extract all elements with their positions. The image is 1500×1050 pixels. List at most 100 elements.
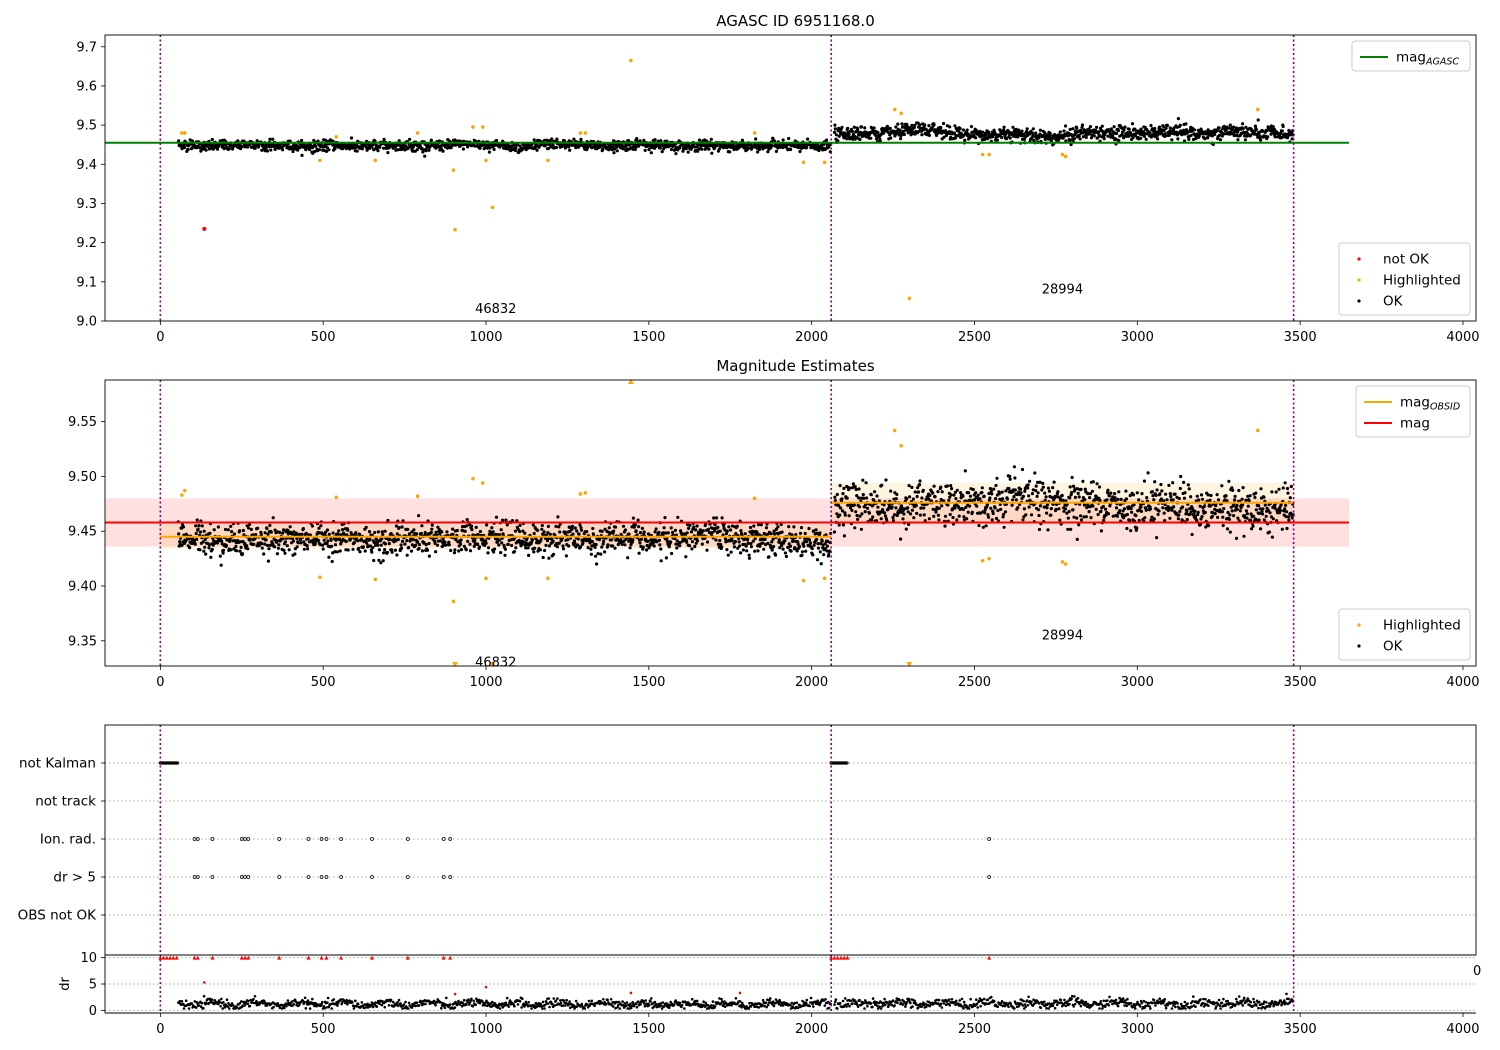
data-point-ok (602, 539, 606, 543)
data-point-ok (322, 538, 326, 542)
data-point-highlighted (892, 428, 897, 433)
data-point-ok (210, 137, 214, 142)
data-point-ok (1228, 123, 1232, 127)
data-point-ok (403, 542, 407, 546)
data-point-ok (266, 559, 270, 563)
data-point-highlighted (1256, 107, 1260, 112)
data-point-ok (434, 530, 438, 535)
data-point-ok (490, 526, 494, 530)
data-point-ok (1113, 492, 1117, 496)
data-point-ok (621, 524, 626, 528)
data-point-highlighted (1063, 562, 1068, 566)
data-point-ok (195, 537, 199, 542)
data-point-ok (774, 149, 779, 153)
data-point-highlighted (987, 556, 991, 561)
data-point-ok (394, 148, 398, 152)
data-point-ok (459, 548, 464, 552)
data-point-ok (424, 543, 428, 547)
data-point-ok (767, 555, 771, 559)
data-point-ok (1091, 504, 1095, 508)
data-point-ok (856, 517, 860, 522)
data-point-ok (996, 508, 1000, 513)
data-point-ok (918, 479, 922, 483)
data-point-ok (823, 147, 828, 151)
data-point-ok (1149, 123, 1153, 128)
data-point-ok (882, 511, 887, 515)
data-point-ok (373, 530, 377, 535)
data-point-ok (961, 507, 966, 512)
data-point-ok (601, 542, 605, 546)
data-point-ok (1217, 126, 1221, 130)
data-point-ok (229, 524, 233, 529)
data-point-ok (1029, 513, 1034, 517)
data-point-ok (1283, 481, 1287, 485)
data-point-ok (685, 531, 689, 535)
data-point-ok (980, 486, 984, 490)
data-point-ok (762, 547, 766, 551)
data-point-ok (1021, 518, 1025, 522)
data-point-highlighted (453, 227, 457, 232)
data-point-ok (397, 526, 401, 530)
data-point-ok (307, 147, 312, 152)
data-point-ok (238, 529, 242, 533)
data-point-ok (1168, 126, 1172, 130)
data-point-ok (375, 541, 380, 545)
data-point-ok (614, 145, 619, 149)
data-point-ok (1284, 510, 1289, 514)
data-point-ok (204, 148, 208, 152)
data-point-ok (652, 544, 656, 548)
data-point-ok (595, 562, 599, 566)
data-point-ok (427, 148, 431, 152)
data-point-ok (1079, 487, 1083, 491)
data-point-ok (317, 148, 321, 152)
data-point-ok (848, 486, 852, 490)
data-point-ok (1025, 127, 1029, 131)
data-point-ok (913, 123, 917, 127)
data-point-ok (363, 549, 367, 553)
data-point-ok (551, 539, 555, 543)
data-point-ok (861, 493, 865, 497)
data-point-ok (638, 531, 643, 535)
data-point-ok (693, 544, 697, 549)
data-point-ok (746, 146, 750, 150)
data-point-ok (1181, 505, 1185, 509)
data-point-ok (544, 543, 548, 548)
data-point-ok (260, 148, 264, 152)
data-point-ok (1056, 490, 1060, 494)
data-point-ok (319, 524, 323, 528)
data-point-ok (969, 125, 974, 129)
data-point-ok (427, 541, 431, 546)
x-tick-label: 2000 (795, 675, 828, 690)
data-point-ok (1088, 496, 1092, 500)
data-point-ok (607, 526, 611, 530)
data-point-ok (1080, 123, 1085, 127)
data-point-ok (263, 542, 267, 546)
data-point-highlighted (318, 575, 322, 580)
data-point-ok (1206, 136, 1210, 140)
data-point-ok (414, 543, 418, 547)
data-point-ok (596, 552, 600, 556)
data-point-ok (277, 543, 281, 547)
data-point-ok (306, 547, 310, 551)
data-point-ok (674, 152, 678, 156)
data-point-ok (659, 547, 663, 551)
data-point-ok (204, 552, 208, 556)
data-point-ok (908, 495, 912, 499)
data-point-ok (712, 516, 716, 520)
data-point-ok (1033, 471, 1037, 475)
data-point-ok (451, 532, 455, 536)
data-point-ok (858, 137, 862, 142)
data-point-ok (1216, 515, 1220, 520)
data-point-ok (1075, 126, 1079, 130)
data-point-ok (344, 539, 348, 544)
data-point-ok (739, 551, 743, 555)
data-point-ok (628, 546, 632, 550)
data-point-ok (472, 544, 476, 549)
data-point-ok (690, 547, 694, 551)
data-point-ok (383, 542, 388, 546)
data-point-ok (1060, 493, 1064, 498)
data-point-ok (573, 541, 577, 545)
data-point-ok (1066, 134, 1070, 138)
data-point-ok (423, 531, 427, 535)
data-point-ok (1259, 487, 1263, 491)
